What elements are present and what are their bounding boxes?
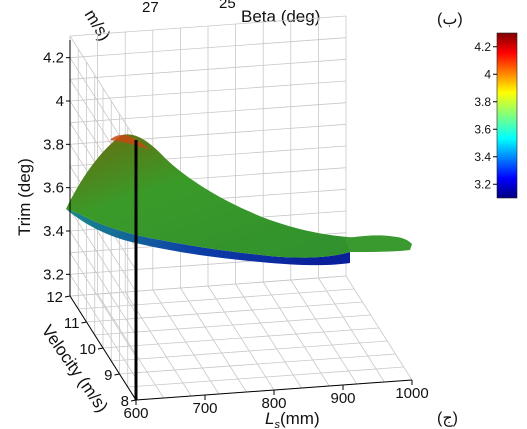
z-tick-label: 4.2 — [43, 50, 64, 67]
floor-grid-line — [94, 314, 371, 336]
floor-grid-line — [86, 301, 363, 323]
x-tick-labels: 600 700 800 900 1000 — [123, 380, 429, 422]
surface-ridge-highlight — [110, 135, 150, 150]
side-wall-grid-line — [69, 274, 137, 379]
x-tick-label: 800 — [261, 395, 286, 412]
floor-grid-line — [102, 327, 380, 349]
back-wall-grid-line — [69, 275, 347, 297]
back-wall-grid-line — [69, 58, 347, 80]
x-tick-label: 700 — [192, 400, 217, 417]
y-tick-label: 10 — [79, 341, 96, 358]
beta-axis-label: Beta (deg) — [241, 7, 320, 26]
z-tick-label: 4 — [56, 93, 64, 110]
colorbar: 4.2 4 3.8 3.6 3.4 3.2 — [474, 32, 518, 199]
panel-label-b: (ب) — [437, 11, 463, 28]
x-tick-label: 600 — [123, 405, 148, 422]
y-tick-label: 9 — [104, 367, 112, 384]
floor-grid-line — [119, 353, 396, 375]
z-tick-label: 3.4 — [43, 223, 64, 240]
colorbar-ticks: 4.2 4 3.8 3.6 3.4 3.2 — [474, 40, 497, 191]
z-axis-label: Trim (deg) — [15, 158, 34, 236]
side-wall-grid-line — [69, 252, 137, 357]
floor-grid-line — [127, 366, 404, 388]
surface-top-face — [66, 134, 412, 258]
side-wall-grid-line — [69, 209, 137, 314]
z-tick-label: 3.2 — [43, 266, 64, 283]
z-tick-label: 3.8 — [43, 136, 64, 153]
colorbar-tick-label: 4 — [484, 67, 491, 81]
x-axis-label: Ls(mm) — [265, 409, 320, 429]
side-wall-grid-line — [69, 35, 137, 141]
colorbar-tick-label: 3.2 — [474, 177, 491, 191]
floor-grid-line — [78, 288, 355, 310]
colorbar-tick-label: 4.2 — [474, 40, 491, 54]
colorbar-gradient — [496, 32, 518, 199]
back-wall-grid-line — [69, 15, 347, 37]
colorbar-tick-label: 3.8 — [474, 95, 491, 109]
x-axis-label-unit: (mm) — [280, 409, 320, 428]
y-tick-mark — [64, 295, 71, 298]
x-tick-label: 1000 — [395, 385, 428, 402]
surface-right-tail — [345, 235, 412, 252]
y-tick-mark — [114, 373, 120, 376]
z-tick-labels: 3.2 3.4 3.6 3.8 4 4.2 — [43, 50, 70, 283]
back-wall-grid-line — [69, 102, 347, 124]
y-tick-label: 12 — [46, 289, 63, 306]
y-tick-mark — [97, 347, 104, 350]
x-tick-label: 900 — [330, 390, 355, 407]
y-tick-label: 11 — [64, 315, 80, 332]
floor-grid-line — [111, 340, 388, 362]
panel-label-j: (ج) — [437, 410, 458, 427]
surface-front-face — [66, 209, 350, 266]
x-axis-label-sub: s — [274, 419, 280, 429]
back-wall-grid-line — [69, 80, 347, 102]
colorbar-tick-label: 3.4 — [474, 150, 491, 164]
y-tick-mark — [81, 321, 87, 324]
z-tick-label: 3.6 — [43, 180, 64, 197]
previous-subplot-fragment: m/s) 27 25 Beta (deg) (ب) — [81, 0, 463, 44]
colorbar-tick-label: 3.6 — [474, 122, 491, 136]
y-tick-mark — [130, 399, 137, 402]
trim-surface — [66, 134, 412, 266]
beta-fragment-tick: 25 — [219, 0, 236, 12]
y-axis-label: Velocity (m/s) — [38, 321, 112, 415]
back-wall-grid-line — [69, 37, 347, 59]
svg-text:Ls(mm): Ls(mm) — [265, 409, 320, 429]
side-wall-grid-line — [69, 230, 137, 336]
velocity-fragment-tick: 27 — [142, 0, 159, 16]
x-axis-label-base: L — [265, 409, 274, 428]
y-tick-label: 8 — [121, 393, 129, 410]
